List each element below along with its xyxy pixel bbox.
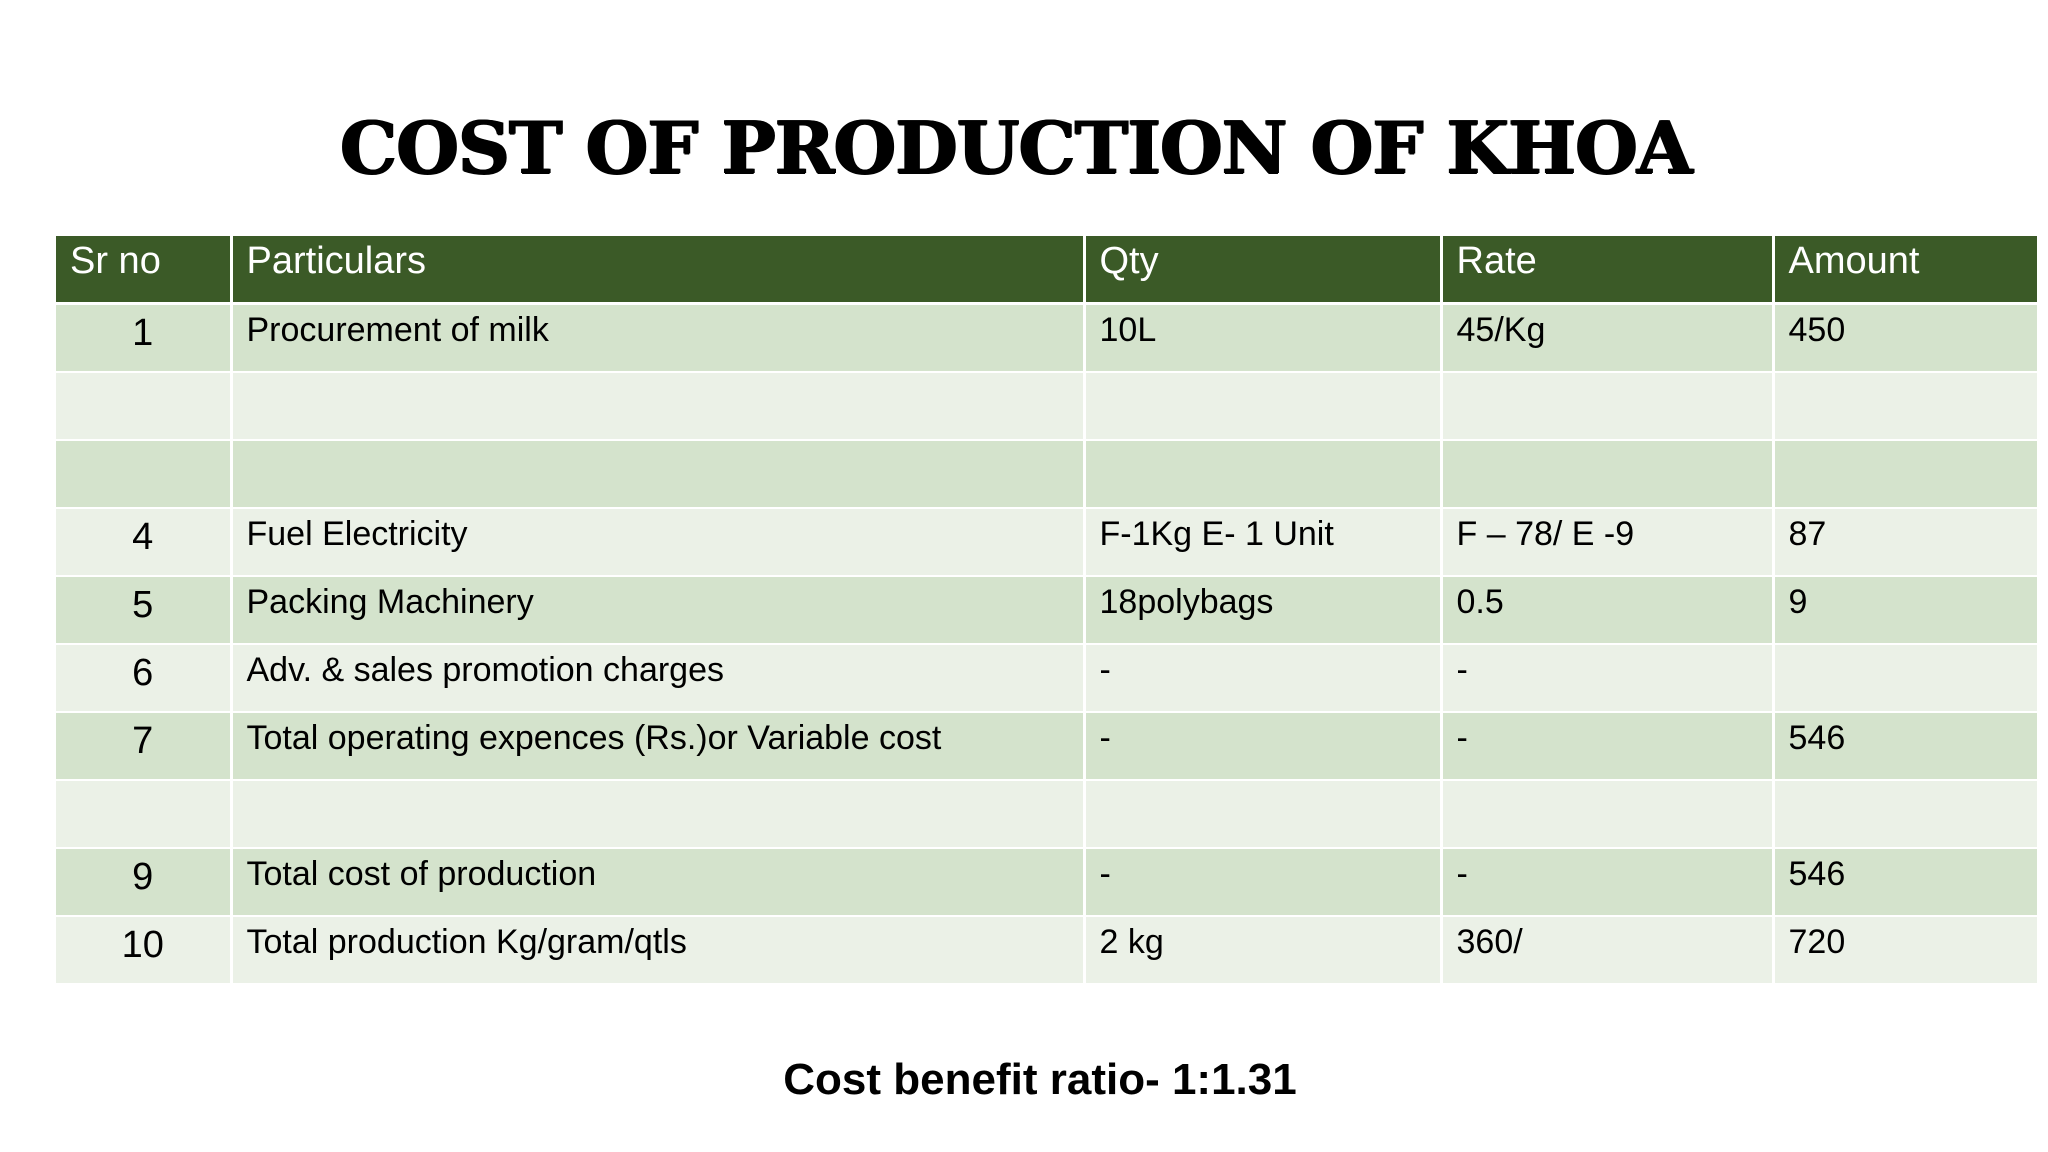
cell-particulars: Fuel Electricity — [231, 508, 1086, 577]
cell-sr-no: 7 — [56, 712, 233, 781]
cell-rate: 45/Kg — [1441, 303, 1775, 373]
cell-sr-no: 1 — [56, 303, 233, 373]
table-row — [56, 440, 2040, 509]
cell-qty — [1084, 372, 1443, 441]
cell-particulars: Total cost of production — [231, 848, 1086, 917]
cell-rate: F – 78/ E -9 — [1441, 508, 1775, 577]
cell-amount: 546 — [1773, 848, 2040, 917]
cell-amount — [1773, 780, 2040, 849]
cell-rate — [1441, 440, 1775, 509]
cell-qty: F-1Kg E- 1 Unit — [1084, 508, 1443, 577]
cell-qty: 18polybags — [1084, 576, 1443, 645]
cost-table: Sr no Particulars Qty Rate Amount 1 Proc… — [56, 236, 2040, 985]
cell-amount: 87 — [1773, 508, 2040, 577]
cell-sr-no — [56, 372, 233, 441]
cell-amount: 546 — [1773, 712, 2040, 781]
cost-benefit-ratio: Cost benefit ratio- 1:1.31 — [783, 1055, 1297, 1104]
cell-particulars — [231, 372, 1086, 441]
cell-amount — [1773, 440, 2040, 509]
table-row — [56, 372, 2040, 441]
cell-rate: - — [1441, 712, 1775, 781]
header-qty: Qty — [1084, 236, 1443, 305]
cell-qty: - — [1084, 712, 1443, 781]
header-rate: Rate — [1441, 236, 1775, 305]
table-row: 10 Total production Kg/gram/qtls 2 kg 36… — [56, 916, 2040, 985]
table-row: 7 Total operating expences (Rs.)or Varia… — [56, 712, 2040, 781]
cell-sr-no: 4 — [56, 508, 233, 577]
table-row: 4 Fuel Electricity F-1Kg E- 1 Unit F – 7… — [56, 508, 2040, 577]
cell-qty: 2 kg — [1084, 916, 1443, 985]
cell-qty: - — [1084, 848, 1443, 917]
cell-sr-no: 5 — [56, 576, 233, 645]
cell-amount: 720 — [1773, 916, 2040, 985]
cell-particulars — [231, 780, 1086, 849]
table-row: 9 Total cost of production - - 546 — [56, 848, 2040, 917]
page-title: COST OF PRODUCTION OF KHOA — [340, 105, 1693, 190]
cell-particulars: Packing Machinery — [231, 576, 1086, 645]
table-row: 5 Packing Machinery 18polybags 0.5 9 — [56, 576, 2040, 645]
cell-particulars — [231, 440, 1086, 509]
cell-rate: 0.5 — [1441, 576, 1775, 645]
table-row: 6 Adv. & sales promotion charges - - — [56, 644, 2040, 713]
cell-sr-no — [56, 440, 233, 509]
header-particulars: Particulars — [231, 236, 1086, 305]
cell-particulars: Total production Kg/gram/qtls — [231, 916, 1086, 985]
cell-rate — [1441, 372, 1775, 441]
table-row — [56, 780, 2040, 849]
cell-qty — [1084, 440, 1443, 509]
cell-amount: 450 — [1773, 303, 2040, 373]
cell-particulars: Total operating expences (Rs.)or Variabl… — [231, 712, 1086, 781]
cell-sr-no: 10 — [56, 916, 233, 985]
table-row: 1 Procurement of milk 10L 45/Kg 450 — [56, 303, 2040, 373]
cell-qty: 10L — [1084, 303, 1443, 373]
cell-amount: 9 — [1773, 576, 2040, 645]
cell-qty: - — [1084, 644, 1443, 713]
cell-sr-no — [56, 780, 233, 849]
header-sr-no: Sr no — [56, 236, 233, 305]
cell-rate: - — [1441, 644, 1775, 713]
cell-amount — [1773, 372, 2040, 441]
cell-particulars: Adv. & sales promotion charges — [231, 644, 1086, 713]
cell-amount — [1773, 644, 2040, 713]
table-header-row: Sr no Particulars Qty Rate Amount — [56, 236, 2040, 305]
cell-sr-no: 9 — [56, 848, 233, 917]
cell-rate — [1441, 780, 1775, 849]
cell-rate: 360/ — [1441, 916, 1775, 985]
cell-particulars: Procurement of milk — [231, 303, 1086, 373]
cell-qty — [1084, 780, 1443, 849]
header-amount: Amount — [1773, 236, 2040, 305]
cell-rate: - — [1441, 848, 1775, 917]
cell-sr-no: 6 — [56, 644, 233, 713]
